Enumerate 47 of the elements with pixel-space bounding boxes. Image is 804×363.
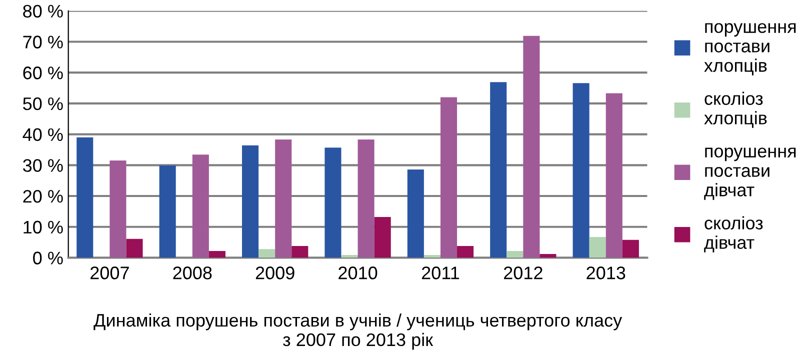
legend-label: сколіоз хлопців: [704, 92, 767, 128]
legend-label: порушення постави дівчат: [704, 148, 796, 200]
bar: [275, 140, 292, 258]
bar: [258, 249, 276, 258]
bar: [440, 97, 458, 258]
bar: [606, 93, 622, 258]
y-tick-label: 0 %: [33, 252, 63, 264]
y-tick-label: 40 %: [22, 128, 63, 142]
bar: [523, 36, 540, 258]
y-tick-label: 80 %: [23, 4, 63, 18]
bar: [572, 83, 590, 258]
bar: [324, 148, 342, 258]
legend-label: порушення постави хлопців: [704, 23, 796, 76]
bar: [424, 254, 440, 258]
y-tick-label: 30 %: [23, 159, 63, 172]
bar: [358, 140, 374, 258]
bar: [506, 250, 524, 258]
bar: [126, 238, 143, 258]
bar: [208, 250, 226, 258]
bar: [407, 169, 424, 258]
x-tick-label: 2007: [90, 266, 129, 280]
x-tick-label: 2011: [422, 266, 460, 280]
legend-label: сколіоз дівчат: [704, 216, 763, 252]
x-tick-label: 2012: [504, 266, 542, 280]
y-tick-label: 20 %: [23, 190, 63, 203]
x-tick-label: 2010: [338, 266, 378, 280]
x-tick-label: 2013: [586, 266, 626, 280]
y-tick-label: 70 %: [23, 36, 63, 48]
y-tick-label: 10 %: [24, 220, 63, 234]
x-axis-title: Динаміка порушень постави в учнів / учениць четвертого класу з 2007 по 2013 рік: [94, 313, 622, 350]
bar: [374, 217, 391, 258]
y-tick-label: 60 %: [23, 66, 63, 80]
bar: [159, 165, 176, 258]
bar: [110, 160, 126, 258]
bar: [192, 154, 209, 258]
x-tick-label: 2008: [173, 266, 212, 280]
y-tick-label: 50 %: [23, 97, 63, 110]
bar: [589, 237, 606, 258]
bar: [292, 246, 308, 258]
bar: [242, 145, 259, 258]
bar: [540, 254, 556, 258]
bar: [490, 82, 507, 258]
bar: [457, 246, 474, 258]
bar: [622, 240, 639, 258]
x-tick-label: 2009: [256, 266, 294, 280]
bar: [76, 137, 94, 258]
bar: [341, 254, 358, 258]
